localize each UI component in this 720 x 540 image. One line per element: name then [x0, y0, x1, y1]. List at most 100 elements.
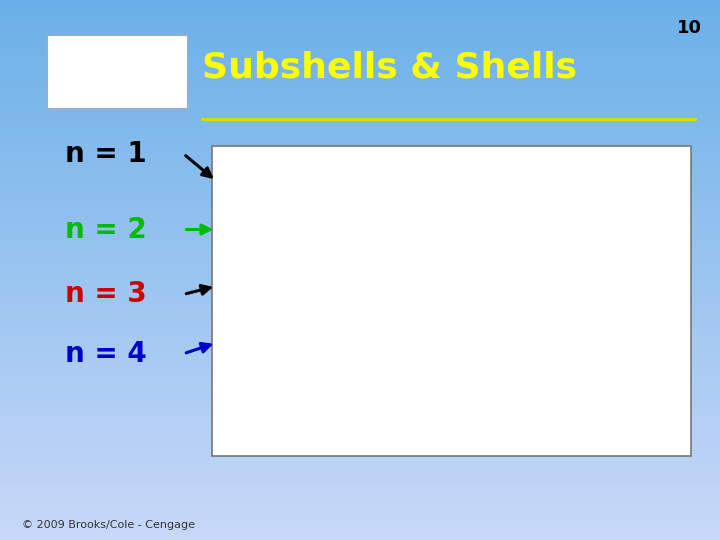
- Bar: [0, 400, 720, 401]
- Bar: [0, 243, 720, 245]
- Bar: [0, 495, 720, 497]
- Bar: [0, 509, 720, 511]
- Bar: [0, 270, 720, 272]
- Bar: [0, 358, 720, 360]
- Bar: [0, 144, 720, 146]
- Bar: [0, 329, 720, 331]
- Bar: [0, 88, 720, 90]
- Bar: [0, 20, 720, 22]
- Bar: [0, 363, 720, 366]
- Bar: [0, 241, 720, 243]
- Bar: [0, 126, 720, 128]
- Bar: [0, 306, 720, 308]
- Bar: [0, 18, 720, 20]
- Bar: [0, 272, 720, 274]
- Bar: [0, 86, 720, 88]
- Bar: [0, 502, 720, 504]
- Bar: [0, 151, 720, 153]
- Bar: [0, 520, 720, 522]
- Bar: [0, 369, 720, 371]
- Bar: [0, 393, 720, 394]
- Bar: [0, 12, 720, 15]
- Bar: [0, 479, 720, 481]
- Bar: [0, 493, 720, 495]
- Bar: [0, 463, 720, 464]
- Bar: [0, 340, 720, 342]
- Bar: [0, 198, 720, 200]
- Bar: [0, 174, 720, 177]
- Bar: [0, 2, 720, 4]
- Bar: [0, 236, 720, 238]
- Bar: [0, 228, 720, 231]
- Bar: [0, 59, 720, 61]
- Bar: [0, 490, 720, 491]
- Bar: [0, 412, 720, 414]
- Bar: [0, 137, 720, 139]
- Bar: [0, 390, 720, 393]
- Bar: [0, 286, 720, 288]
- Bar: [0, 5, 720, 7]
- Bar: [0, 373, 720, 374]
- Bar: [0, 297, 720, 299]
- Bar: [0, 506, 720, 508]
- Bar: [0, 250, 720, 252]
- Bar: [0, 261, 720, 263]
- Bar: [0, 486, 720, 488]
- Bar: [0, 401, 720, 403]
- Bar: [0, 259, 720, 261]
- Bar: [0, 417, 720, 420]
- Bar: [0, 344, 720, 346]
- Bar: [0, 437, 720, 439]
- Bar: [0, 430, 720, 432]
- Bar: [0, 36, 720, 38]
- Bar: [0, 63, 720, 65]
- Bar: [0, 191, 720, 193]
- Bar: [0, 185, 720, 187]
- Bar: [0, 101, 720, 103]
- Bar: [0, 93, 720, 96]
- Bar: [0, 115, 720, 117]
- Bar: [0, 25, 720, 27]
- Bar: [0, 409, 720, 410]
- Bar: [0, 61, 720, 63]
- Bar: [0, 425, 720, 427]
- Bar: [0, 223, 720, 225]
- Bar: [0, 69, 720, 70]
- Bar: [0, 416, 720, 417]
- Bar: [0, 420, 720, 421]
- Bar: [0, 131, 720, 133]
- Bar: [0, 231, 720, 232]
- Text: n = 4: n = 4: [65, 340, 147, 368]
- Bar: [0, 488, 720, 490]
- Bar: [0, 335, 720, 336]
- Bar: [0, 457, 720, 459]
- Bar: [0, 447, 720, 448]
- Bar: [0, 292, 720, 293]
- Bar: [0, 461, 720, 463]
- Bar: [0, 518, 720, 520]
- Bar: [0, 427, 720, 428]
- Bar: [0, 320, 720, 322]
- Bar: [0, 193, 720, 194]
- Bar: [0, 110, 720, 112]
- Bar: [0, 295, 720, 297]
- Bar: [0, 525, 720, 528]
- Bar: [0, 396, 720, 398]
- Bar: [0, 339, 720, 340]
- Bar: [0, 147, 720, 150]
- Bar: [0, 106, 720, 108]
- Bar: [0, 212, 720, 214]
- Bar: [0, 441, 720, 443]
- Bar: [0, 309, 720, 312]
- Bar: [0, 112, 720, 113]
- Bar: [0, 97, 720, 99]
- Bar: [0, 317, 720, 319]
- Bar: [0, 382, 720, 383]
- Bar: [0, 255, 720, 258]
- Bar: [0, 477, 720, 479]
- Bar: [0, 207, 720, 209]
- Bar: [0, 414, 720, 416]
- Bar: [0, 76, 720, 77]
- Bar: [0, 268, 720, 270]
- Bar: [0, 162, 720, 164]
